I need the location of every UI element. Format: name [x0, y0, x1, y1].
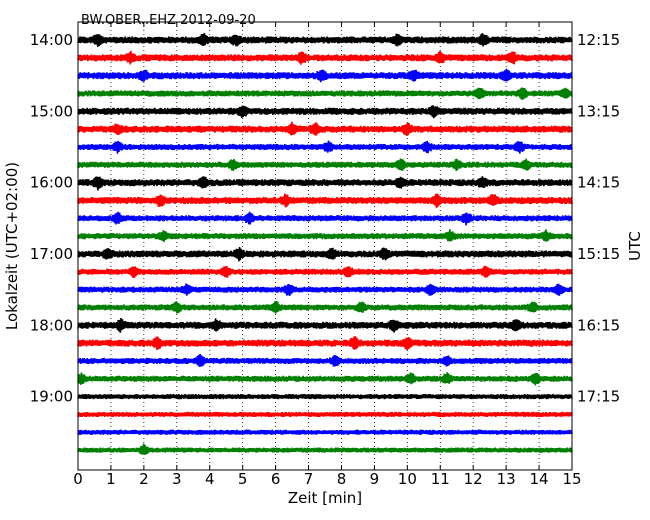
trace-14	[77, 283, 573, 296]
right-tick-label: 17:15	[577, 388, 620, 406]
trace-10	[77, 211, 573, 226]
trace-0	[77, 32, 573, 48]
right-tick-label: 13:15	[577, 102, 620, 120]
trace-5	[77, 121, 573, 136]
x-tick-label: 14	[530, 470, 549, 488]
trace-18	[77, 353, 573, 367]
chart-title: BW.OBER..EHZ 2012-09-20	[81, 13, 256, 28]
right-tick-label: 15:15	[577, 245, 620, 263]
trace-8	[77, 176, 573, 191]
trace-22	[77, 429, 573, 435]
left-tick-label: 19:00	[30, 388, 73, 406]
trace-20	[77, 393, 573, 400]
x-tick-label: 13	[497, 470, 516, 488]
trace-23	[77, 443, 573, 455]
trace-12	[77, 247, 573, 262]
right-tick-label: 14:15	[577, 174, 620, 192]
trace-7	[77, 158, 573, 172]
left-axis-ticks: 14:00 15:00 16:00 17:00 18:00 19:00	[30, 31, 83, 406]
trace-17	[77, 336, 573, 351]
right-axis-label: UTC	[626, 231, 644, 261]
x-tick-label: 8	[337, 470, 347, 488]
x-tick-label: 1	[106, 470, 116, 488]
right-axis-ticks: 12:15 13:15 14:15 15:15 16:15 17:15	[567, 31, 620, 406]
trace-9	[77, 193, 573, 209]
trace-13	[77, 265, 573, 278]
minute-grid	[110, 22, 540, 470]
plot-area	[78, 22, 572, 470]
right-tick-label: 16:15	[577, 316, 620, 334]
x-tick-label: 0	[73, 470, 83, 488]
x-tick-label: 15	[562, 470, 581, 488]
trace-1	[77, 50, 573, 65]
trace-16	[77, 317, 573, 333]
x-tick-label: 2	[139, 470, 149, 488]
trace-15	[77, 300, 573, 314]
x-tick-label: 5	[238, 470, 248, 488]
left-axis-label: Lokalzeit (UTC+02:00)	[3, 162, 21, 330]
left-tick-label: 15:00	[30, 102, 73, 120]
trace-3	[77, 87, 573, 100]
x-axis-ticks: 0 1 2 3 4 5 6 7 8 9 10 11 12 13 14 15	[73, 22, 582, 488]
trace-6	[77, 140, 573, 154]
left-tick-label: 18:00	[30, 316, 73, 334]
trace-21	[77, 411, 573, 418]
right-tick-label: 12:15	[577, 31, 620, 49]
x-tick-label: 7	[304, 470, 314, 488]
trace-19	[77, 372, 573, 386]
left-tick-label: 17:00	[30, 245, 73, 263]
x-tick-label: 9	[370, 470, 380, 488]
x-tick-label: 6	[271, 470, 281, 488]
trace-11	[77, 229, 573, 243]
x-tick-label: 11	[431, 470, 450, 488]
x-axis-label: Zeit [min]	[288, 489, 362, 507]
x-tick-label: 4	[205, 470, 215, 488]
trace-2	[77, 68, 573, 83]
left-tick-label: 16:00	[30, 174, 73, 192]
x-tick-label: 12	[464, 470, 483, 488]
plot-frame	[77, 21, 573, 471]
trace-4	[77, 105, 573, 119]
x-tick-label: 10	[398, 470, 417, 488]
left-tick-label: 14:00	[30, 31, 73, 49]
x-tick-label: 3	[172, 470, 182, 488]
seismogram-traces	[77, 32, 573, 455]
